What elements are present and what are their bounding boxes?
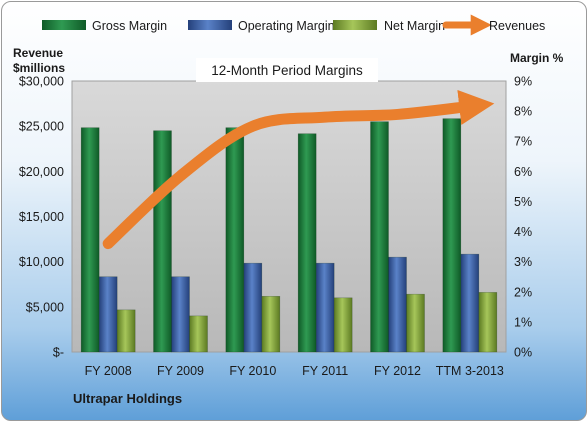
revenues-arrow-line <box>102 89 495 250</box>
left-axis-label-line2: $millions <box>13 61 65 75</box>
right-axis-label: Margin % <box>510 51 564 65</box>
right-axis: 0% 1% 2% 3% 4% 5% 6% 7% 8% 9% <box>514 75 532 360</box>
legend-label-operating-margin: Operating Margin <box>238 19 335 33</box>
company-name: Ultrapar Holdings <box>73 391 182 406</box>
legend: Gross Margin Operating Margin Net Margin… <box>42 14 545 36</box>
category-label: FY 2008 <box>85 364 132 378</box>
bar-net-margin <box>478 292 498 353</box>
bar-gross-margin <box>80 127 100 353</box>
category-label: FY 2011 <box>302 364 348 378</box>
category-label: TTM 3-2013 <box>436 364 504 378</box>
left-tick-label: $20,000 <box>19 165 64 179</box>
bar-net-margin <box>261 295 281 353</box>
category-label: FY 2010 <box>229 364 276 378</box>
bar-net-margin <box>189 315 208 353</box>
bar-net-margin <box>116 309 136 353</box>
chart-title: 12-Month Period Margins <box>211 63 363 78</box>
legend-swatch-operating-margin <box>188 20 232 30</box>
legend-swatch-net-margin <box>333 20 377 30</box>
revenues-series <box>102 89 495 250</box>
legend-label-revenues: Revenues <box>489 19 545 33</box>
chart-title-box <box>196 58 378 82</box>
right-tick-label: 9% <box>514 75 532 89</box>
bar-gross-margin <box>297 133 317 353</box>
bar-gross-margin <box>442 118 462 353</box>
right-tick-label: 2% <box>514 285 532 299</box>
right-tick-label: 6% <box>514 165 532 179</box>
category-axis: FY 2008 FY 2009 FY 2010 FY 2011 FY 2012 TTM 3… <box>85 364 504 378</box>
bar-operating-margin <box>243 262 263 353</box>
category-label: FY 2012 <box>374 364 421 378</box>
left-axis: $- $5,000 $10,000 $15,000 $20,000 $25,000 $30,… <box>19 75 64 360</box>
bar-operating-margin <box>315 262 335 353</box>
bar-gross-margin <box>370 121 389 353</box>
bar-gross-margin <box>225 127 245 353</box>
left-tick-label: $15,000 <box>19 210 64 224</box>
legend-label-gross-margin: Gross Margin <box>92 19 167 33</box>
right-tick-label: 4% <box>514 225 532 239</box>
bar-operating-margin <box>171 276 190 353</box>
bar-operating-margin <box>460 253 480 353</box>
legend-swatch-gross-margin <box>42 20 86 30</box>
left-tick-label: $- <box>53 346 64 360</box>
bar-operating-margin <box>98 276 118 353</box>
category-label: FY 2009 <box>157 364 204 378</box>
right-tick-label: 7% <box>514 135 532 149</box>
left-tick-label: $25,000 <box>19 120 64 134</box>
legend-label-net-margin: Net Margin <box>384 19 445 33</box>
right-tick-label: 0% <box>514 346 532 360</box>
left-tick-label: $10,000 <box>19 255 64 269</box>
bar-operating-margin <box>388 256 407 353</box>
left-tick-label: $30,000 <box>19 75 64 89</box>
bar-net-margin <box>333 297 353 353</box>
left-axis-label-line1: Revenue <box>13 46 63 60</box>
plot-area <box>71 80 507 353</box>
right-tick-label: 5% <box>514 195 532 209</box>
bar-net-margin <box>406 293 425 353</box>
right-tick-label: 3% <box>514 255 532 269</box>
right-tick-label: 1% <box>514 315 532 329</box>
left-tick-label: $5,000 <box>26 300 64 314</box>
right-tick-label: 8% <box>514 105 532 119</box>
bar-gross-margin <box>153 130 172 353</box>
